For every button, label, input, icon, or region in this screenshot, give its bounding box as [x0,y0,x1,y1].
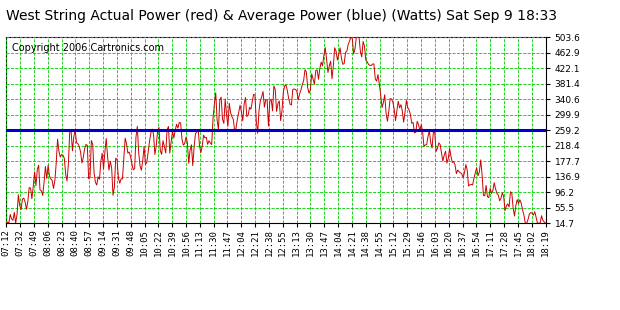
Text: West String Actual Power (red) & Average Power (blue) (Watts) Sat Sep 9 18:33: West String Actual Power (red) & Average… [6,9,557,23]
Text: Copyright 2006 Cartronics.com: Copyright 2006 Cartronics.com [12,43,164,53]
